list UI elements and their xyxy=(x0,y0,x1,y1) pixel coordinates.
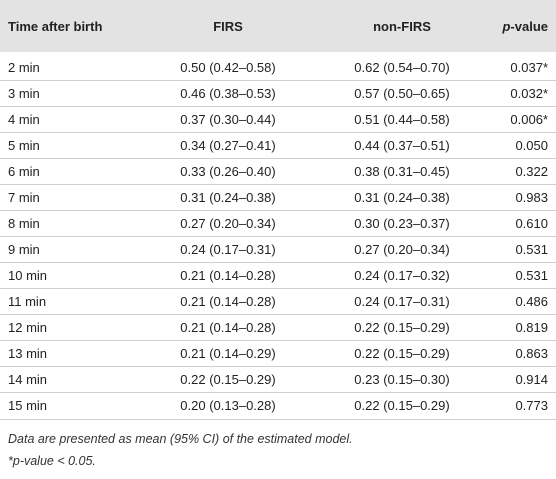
table-cell: 0.37 (0.30–0.44) xyxy=(180,112,276,127)
table-cell: 0.322 xyxy=(515,164,548,179)
table-cell: 0.21 (0.14–0.28) xyxy=(180,294,276,309)
table-cell: 0.050 xyxy=(515,138,548,153)
table-cell: 0.006* xyxy=(510,112,548,127)
table-cell: 0.819 xyxy=(515,320,548,335)
table-cell: 0.22 (0.15–0.29) xyxy=(354,320,450,335)
header-cell: FIRS xyxy=(213,18,243,34)
header-cell: Time after birth xyxy=(8,18,103,34)
table-cell: 0.34 (0.27–0.41) xyxy=(180,138,276,153)
table-row: 15 min 0.20 (0.13–0.28) 0.22 (0.15–0.29) 0.… xyxy=(0,392,556,418)
table-cell: 0.20 (0.13–0.28) xyxy=(180,398,276,413)
table-cell: 0.983 xyxy=(515,190,548,205)
table-cell: 13 min xyxy=(8,346,48,361)
table-cell: 0.21 (0.14–0.29) xyxy=(180,346,276,361)
table-cell: 2 min xyxy=(8,59,40,75)
table-rule xyxy=(0,419,556,420)
table-row: 8 min 0.27 (0.20–0.34) 0.30 (0.23–0.37) 0.6… xyxy=(0,210,556,236)
footnote: *p-value < 0.05. xyxy=(8,454,96,468)
table-cell: 0.21 (0.14–0.28) xyxy=(180,268,276,283)
table-cell: 0.62 (0.54–0.70) xyxy=(354,59,450,75)
table-row: 7 min 0.31 (0.24–0.38) 0.31 (0.24–0.38) 0.9… xyxy=(0,184,556,210)
table-cell: 10 min xyxy=(8,268,48,283)
table-cell: 0.38 (0.31–0.45) xyxy=(354,164,450,179)
table-cell: 0.33 (0.26–0.40) xyxy=(180,164,276,179)
table-cell: 0.50 (0.42–0.58) xyxy=(180,59,276,75)
table-cell: 9 min xyxy=(8,242,40,257)
table-cell: 0.22 (0.15–0.29) xyxy=(354,346,450,361)
table-cell: 0.27 (0.20–0.34) xyxy=(180,216,276,231)
table-cell: 6 min xyxy=(8,164,40,179)
table-cell: 0.27 (0.20–0.34) xyxy=(354,242,450,257)
table-cell: 0.486 xyxy=(515,294,548,309)
table-cell: 4 min xyxy=(8,112,40,127)
table-cell: 0.46 (0.38–0.53) xyxy=(180,86,276,101)
table-cell: 0.31 (0.24–0.38) xyxy=(354,190,450,205)
table-row: 11 min 0.21 (0.14–0.28) 0.24 (0.17–0.31) 0.… xyxy=(0,288,556,314)
table-cell: 3 min xyxy=(8,86,40,101)
header-text: p-value xyxy=(502,18,548,34)
table-cell: 0.31 (0.24–0.38) xyxy=(180,190,276,205)
table-cell: 0.30 (0.23–0.37) xyxy=(354,216,450,231)
table-cell: 0.44 (0.37–0.51) xyxy=(354,138,450,153)
table-row: 2 min 0.50 (0.42–0.58) 0.62 (0.54–0.70) 0.0… xyxy=(0,54,556,80)
table-cell: 7 min xyxy=(8,190,40,205)
table-cell: 0.773 xyxy=(515,398,548,413)
table-cell: 0.610 xyxy=(515,216,548,231)
table-cell: 0.914 xyxy=(515,372,548,387)
table-row: 6 min 0.33 (0.26–0.40) 0.38 (0.31–0.45) 0.3… xyxy=(0,158,556,184)
table-cell: 0.531 xyxy=(515,268,548,283)
table-cell: 0.21 (0.14–0.28) xyxy=(180,320,276,335)
table-cell: 0.863 xyxy=(515,346,548,361)
table-cell: 14 min xyxy=(8,372,48,387)
table-cell: 0.032* xyxy=(510,86,548,101)
table-row: 3 min 0.46 (0.38–0.53) 0.57 (0.50–0.65) 0.0… xyxy=(0,80,556,106)
table-cell: 0.23 (0.15–0.30) xyxy=(354,372,450,387)
table-cell: 0.51 (0.44–0.58) xyxy=(354,112,450,127)
table-cell: 0.24 (0.17–0.31) xyxy=(180,242,276,257)
table-cell: 0.22 (0.15–0.29) xyxy=(180,372,276,387)
table-cell: 0.24 (0.17–0.32) xyxy=(354,268,450,283)
table-cell: 12 min xyxy=(8,320,48,335)
table-cell: 0.24 (0.17–0.31) xyxy=(354,294,450,309)
table-cell: 0.037* xyxy=(510,59,548,75)
table-cell: 0.57 (0.50–0.65) xyxy=(354,86,450,101)
header-cell: p-value xyxy=(502,0,548,52)
header-cell: non-FIRS xyxy=(373,18,431,34)
table-row: 4 min 0.37 (0.30–0.44) 0.51 (0.44–0.58) 0.0… xyxy=(0,106,556,132)
table-cell: 0.531 xyxy=(515,242,548,257)
table-cell: 5 min xyxy=(8,138,40,153)
table-row: 12 min 0.21 (0.14–0.28) 0.22 (0.15–0.29) 0.… xyxy=(0,314,556,340)
table-header: Time after birth FIRS non-FIRS p-value xyxy=(0,0,556,52)
table-row: 13 min 0.21 (0.14–0.29) 0.22 (0.15–0.29) 0.… xyxy=(0,340,556,366)
table-cell: 0.22 (0.15–0.29) xyxy=(354,398,450,413)
table-cell: 8 min xyxy=(8,216,40,231)
table-row: 5 min 0.34 (0.27–0.41) 0.44 (0.37–0.51) 0.0… xyxy=(0,132,556,158)
table-row: 14 min 0.22 (0.15–0.29) 0.23 (0.15–0.30) 0.… xyxy=(0,366,556,392)
table-cell: 11 min xyxy=(8,294,47,309)
footnote: Data are presented as mean (95% CI) of t… xyxy=(8,432,353,446)
table-row: 9 min 0.24 (0.17–0.31) 0.27 (0.20–0.34) 0.5… xyxy=(0,236,556,262)
table-cell: 15 min xyxy=(8,398,48,413)
table-row: 10 min 0.21 (0.14–0.28) 0.24 (0.17–0.32) 0.… xyxy=(0,262,556,288)
